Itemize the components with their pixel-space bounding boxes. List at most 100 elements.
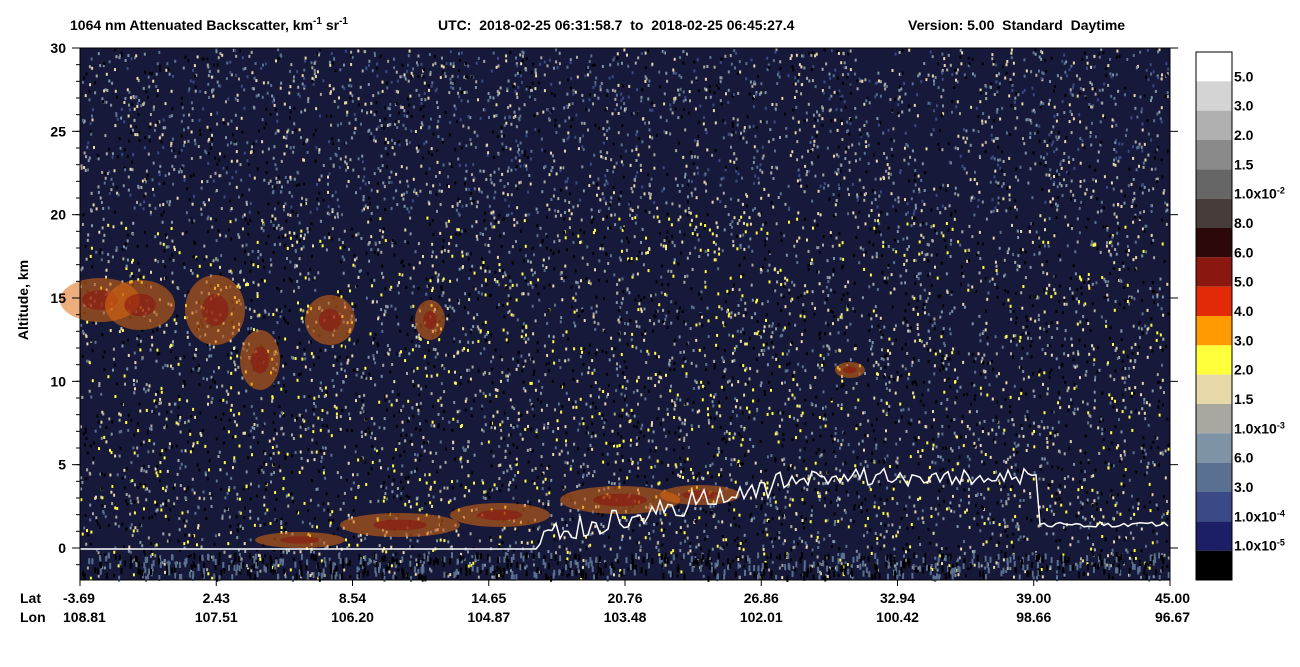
texture-cell	[666, 478, 669, 482]
texture-cell	[263, 279, 266, 283]
texture-cell	[380, 250, 383, 254]
texture-cell	[284, 233, 287, 237]
texture-cell	[507, 106, 509, 110]
texture-cell	[914, 258, 917, 262]
texture-cell	[548, 283, 551, 287]
texture-cell	[328, 84, 331, 88]
texture-cell	[1079, 180, 1082, 183]
texture-cell	[742, 273, 745, 277]
texture-cell	[1046, 152, 1049, 156]
texture-cell	[136, 485, 139, 489]
texture-cell	[108, 191, 111, 195]
texture-cell	[139, 575, 142, 579]
texture-cell	[728, 291, 731, 295]
texture-cell	[393, 571, 396, 575]
texture-cell	[132, 221, 135, 225]
texture-cell	[592, 231, 595, 235]
texture-cell	[721, 520, 724, 524]
texture-cell	[807, 268, 810, 271]
texture-cell	[930, 253, 933, 257]
texture-cell	[515, 462, 518, 466]
texture-cell	[899, 274, 902, 278]
texture-cell	[614, 347, 617, 351]
texture-cell	[724, 168, 727, 172]
texture-cell	[522, 380, 525, 384]
texture-cell	[543, 423, 546, 427]
texture-cell	[1109, 252, 1112, 256]
texture-cell	[1067, 223, 1070, 227]
texture-cell	[917, 174, 920, 178]
texture-cell	[529, 281, 532, 285]
texture-cell	[292, 500, 294, 504]
texture-cell	[498, 263, 501, 267]
texture-cell	[811, 302, 814, 306]
texture-cell	[1017, 468, 1019, 472]
texture-cell	[462, 446, 465, 450]
texture-cell	[516, 221, 519, 225]
texture-cell	[635, 159, 638, 162]
texture-cell	[1122, 491, 1125, 495]
texture-cell	[957, 544, 960, 548]
texture-cell	[958, 455, 961, 459]
texture-cell	[723, 369, 726, 373]
texture-cell	[337, 290, 339, 294]
texture-cell	[643, 434, 646, 438]
texture-cell	[976, 205, 979, 209]
texture-cell	[976, 410, 978, 413]
texture-cell	[479, 169, 482, 173]
texture-cell	[1021, 102, 1024, 106]
texture-cell	[537, 527, 539, 531]
texture-cell	[129, 167, 132, 171]
texture-cell	[1038, 477, 1041, 481]
texture-cell	[1151, 541, 1154, 545]
texture-cell	[90, 246, 93, 250]
texture-cell	[148, 384, 151, 388]
texture-cell	[1091, 515, 1093, 518]
texture-cell	[308, 277, 311, 281]
texture-cell	[797, 296, 800, 299]
texture-cell	[245, 389, 248, 393]
texture-cell	[490, 538, 493, 542]
texture-cell	[402, 404, 405, 408]
texture-cell	[713, 65, 716, 69]
texture-cell	[640, 241, 642, 244]
texture-cell	[512, 443, 515, 447]
texture-cell	[780, 283, 783, 286]
texture-cell	[1128, 167, 1131, 171]
texture-cell	[778, 566, 781, 570]
texture-cell	[235, 349, 238, 353]
texture-cell	[988, 383, 991, 387]
texture-cell	[582, 148, 585, 151]
texture-cell	[456, 410, 459, 414]
texture-cell	[678, 508, 680, 512]
texture-cell	[1031, 240, 1034, 244]
texture-cell	[1082, 400, 1084, 404]
texture-cell	[696, 535, 699, 539]
texture-cell	[1114, 399, 1116, 403]
texture-cell	[105, 425, 108, 429]
texture-cell	[367, 427, 370, 430]
texture-cell	[128, 90, 131, 94]
texture-cell	[477, 297, 479, 301]
texture-cell	[423, 68, 426, 72]
texture-cell	[958, 556, 961, 560]
texture-cell	[1084, 470, 1086, 474]
texture-cell	[419, 189, 422, 193]
texture-cell	[580, 279, 582, 283]
texture-cell	[499, 489, 502, 492]
texture-cell	[1090, 65, 1093, 69]
texture-cell	[361, 109, 363, 113]
texture-cell	[1043, 59, 1046, 63]
texture-cell	[331, 227, 334, 231]
texture-cell	[1042, 505, 1045, 509]
texture-cell	[1120, 279, 1123, 283]
texture-cell	[269, 522, 272, 525]
texture-cell	[289, 260, 292, 264]
texture-cell	[912, 442, 915, 446]
texture-cell	[329, 63, 332, 67]
texture-cell	[213, 381, 216, 384]
texture-cell	[825, 297, 828, 301]
texture-cell	[312, 363, 315, 367]
texture-cell	[1012, 532, 1015, 536]
texture-cell	[797, 211, 800, 215]
